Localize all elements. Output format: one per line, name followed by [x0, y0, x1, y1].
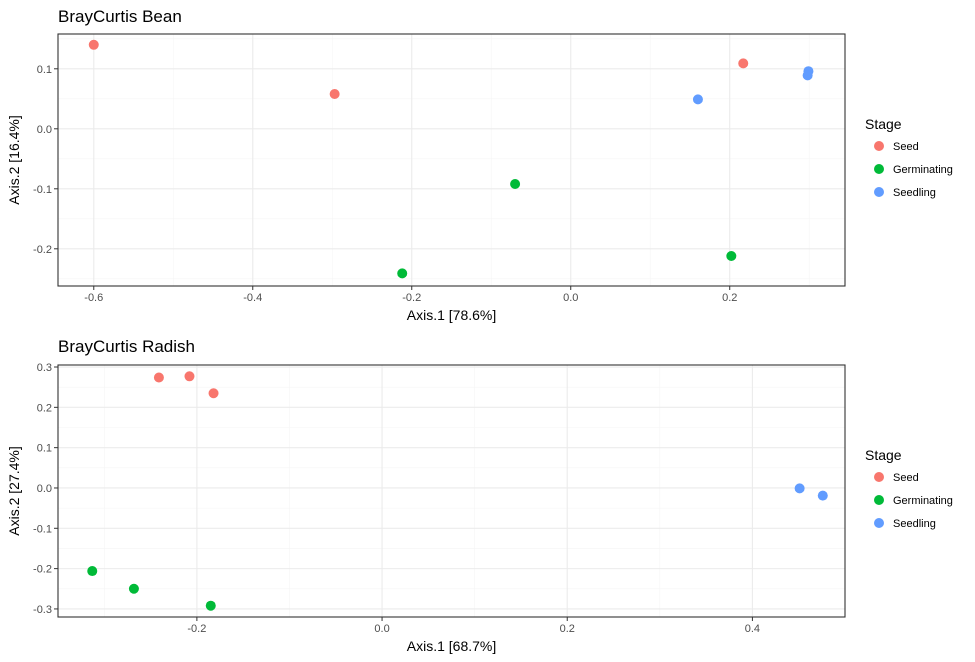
chart-title: BrayCurtis Bean	[58, 7, 182, 26]
panel-border	[57, 364, 846, 618]
legend-label-seed: Seed	[893, 472, 919, 484]
data-point	[329, 89, 340, 99]
x-tick-label: 0.4	[745, 623, 760, 635]
legend-label-seedling: Seedling	[893, 518, 936, 530]
y-tick-label: -0.2	[33, 564, 52, 576]
x-tick-label: -0.4	[243, 292, 262, 304]
x-axis-label: Axis.1 [78.6%]	[407, 307, 497, 323]
series-germinating	[87, 566, 216, 611]
data-point	[794, 483, 805, 494]
y-tick-label: 0.3	[37, 362, 52, 374]
legend-label-germinating: Germinating	[893, 164, 953, 176]
y-tick-label: 0.1	[37, 443, 52, 455]
data-point	[205, 600, 216, 611]
legend-label-germinating: Germinating	[893, 495, 953, 507]
y-tick-label: 0.0	[37, 124, 52, 136]
y-axis-label: Axis.2 [16.4%]	[6, 115, 22, 205]
legend-key-germinating	[874, 495, 884, 505]
chart-panel-1: BrayCurtis Bean -0.6 -0.4 -0.2 0.0 0.2 -0.2 -0.…	[6, 7, 953, 323]
x-tick-label: 0.0	[374, 623, 389, 635]
legend-label-seed: Seed	[893, 141, 919, 153]
series-seedling	[794, 483, 828, 501]
panel-border	[57, 33, 846, 287]
legend-key-seedling	[874, 187, 884, 197]
x-tick-label: 0.0	[563, 292, 578, 304]
data-point	[153, 372, 164, 383]
data-point	[184, 371, 195, 382]
legend: Stage Seed Germinating Seedling	[865, 447, 953, 530]
y-tick-label: 0.1	[37, 64, 52, 76]
x-tick-label: -0.2	[187, 623, 206, 635]
data-point	[87, 566, 98, 577]
legend-title: Stage	[865, 116, 902, 132]
legend-title: Stage	[865, 447, 902, 463]
y-tick-label: -0.2	[33, 244, 52, 256]
series-germinating	[397, 179, 737, 279]
series-seed	[88, 39, 749, 99]
legend: Stage Seed Germinating Seedling	[865, 116, 953, 199]
y-axis-label: Axis.2 [27.4%]	[6, 446, 22, 536]
x-tick-label: 0.2	[560, 623, 575, 635]
data-point	[510, 179, 521, 189]
data-point	[208, 388, 219, 399]
x-tick-label: 0.2	[722, 292, 737, 304]
data-point	[692, 94, 703, 105]
x-axis-label: Axis.1 [68.7%]	[407, 638, 497, 654]
grid	[58, 34, 845, 286]
series-seedling	[692, 66, 814, 105]
y-tick-label: -0.3	[33, 604, 52, 616]
data-point	[128, 583, 139, 594]
data-point	[738, 58, 749, 69]
legend-key-germinating	[874, 164, 884, 174]
chart-panel-2: BrayCurtis Radish -0.2 0.0 0.2 0.4 -0.3 -0.2 -0…	[6, 337, 953, 654]
series-seed	[153, 371, 219, 399]
data-point	[397, 268, 408, 279]
data-point	[88, 39, 99, 50]
legend-key-seed	[874, 141, 884, 151]
data-point	[802, 70, 813, 81]
y-tick-label: -0.1	[33, 523, 52, 535]
legend-key-seedling	[874, 518, 884, 528]
chart-title: BrayCurtis Radish	[58, 337, 195, 356]
y-tick-label: 0.2	[37, 402, 52, 414]
y-tick-label: 0.0	[37, 483, 52, 495]
x-tick-label: -0.6	[84, 292, 103, 304]
data-point	[817, 490, 828, 501]
legend-key-seed	[874, 472, 884, 482]
x-tick-label: -0.2	[402, 292, 421, 304]
y-tick-label: -0.1	[33, 184, 52, 196]
legend-label-seedling: Seedling	[893, 187, 936, 199]
grid	[58, 365, 846, 617]
data-point	[726, 251, 737, 261]
